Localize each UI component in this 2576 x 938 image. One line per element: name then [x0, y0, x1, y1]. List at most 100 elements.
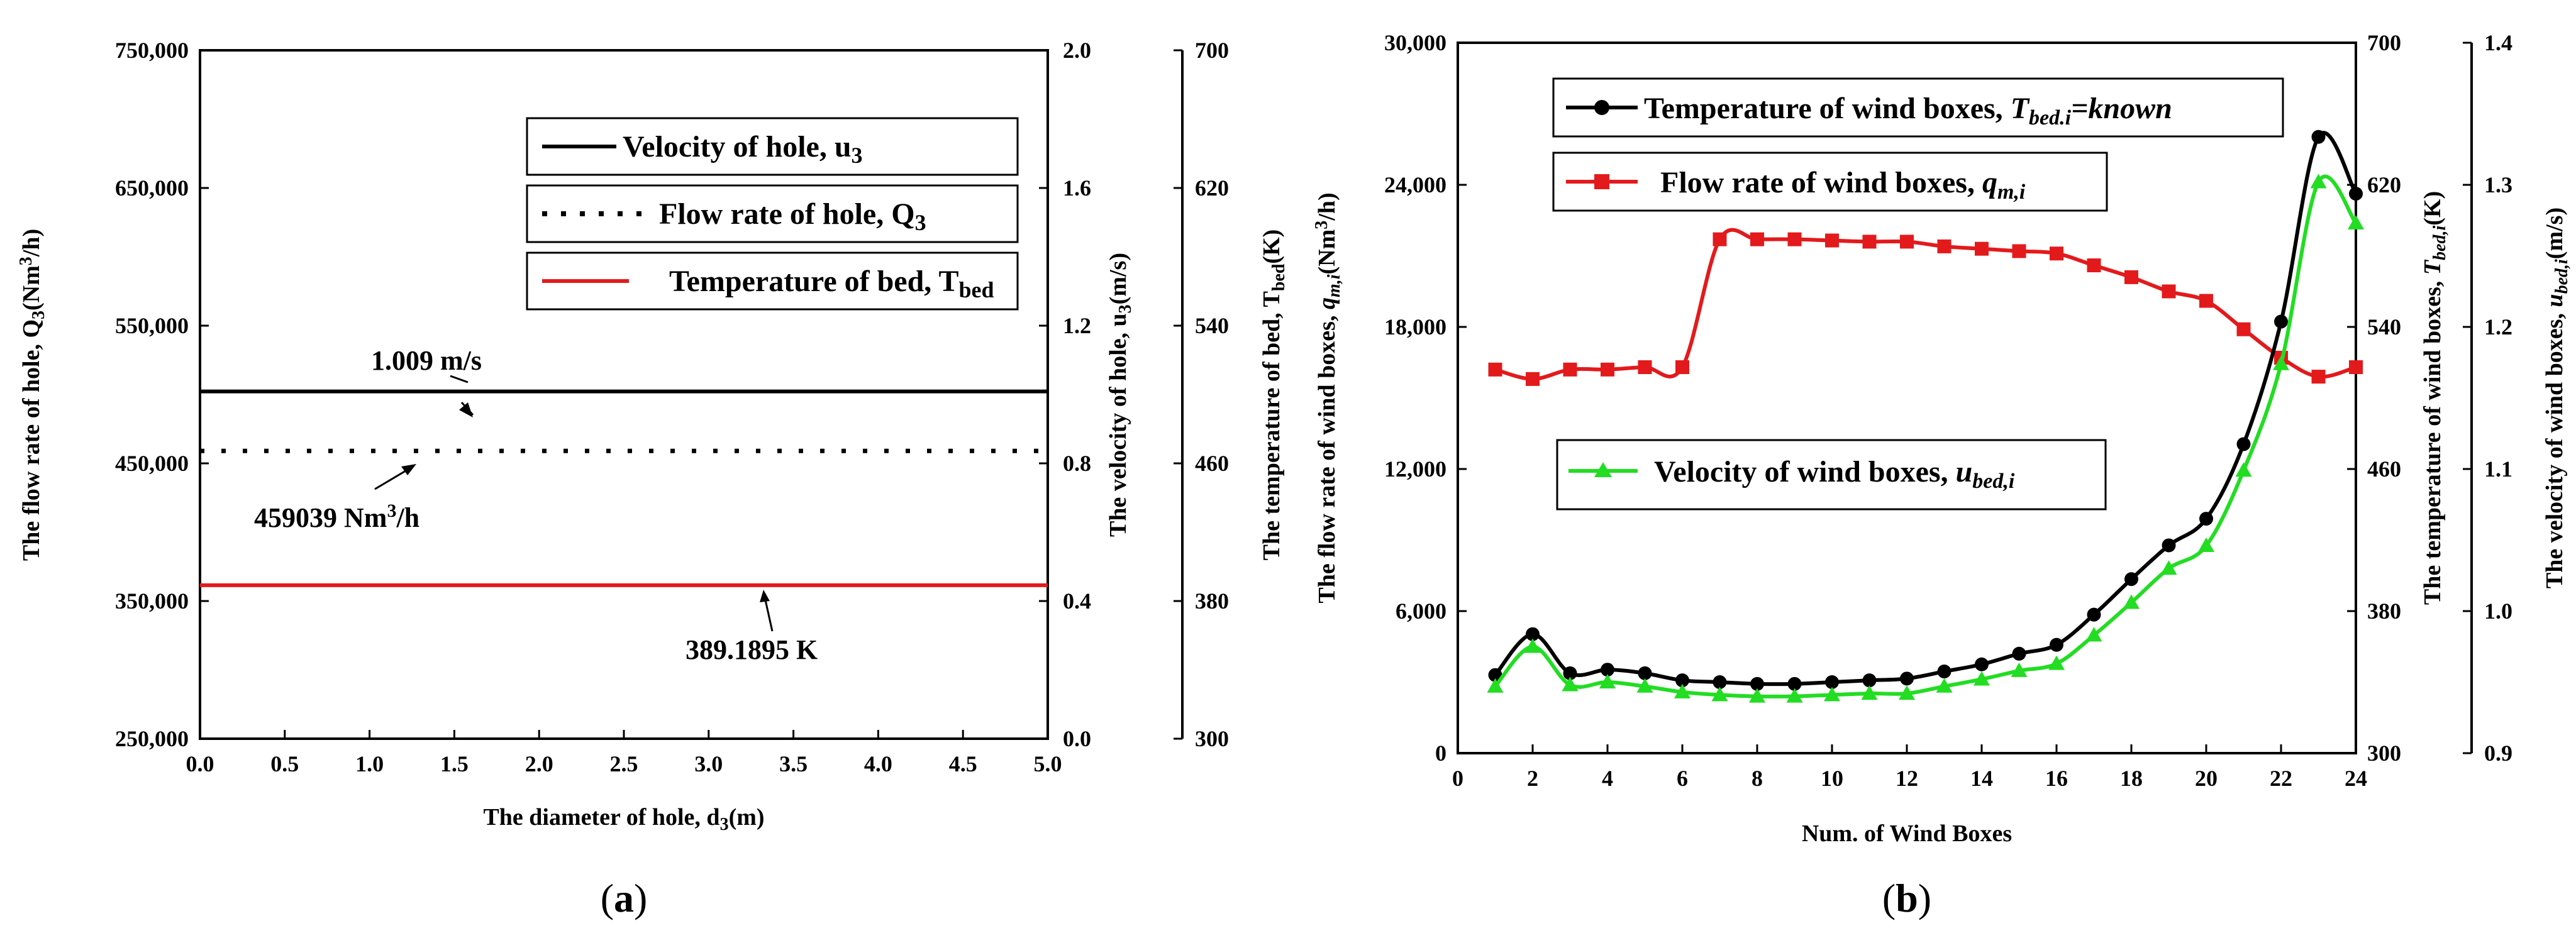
x-axis-title-a: The diameter of hole, d3(m) [483, 804, 764, 834]
panel-label-a: (a) [601, 876, 648, 920]
x-tick-label-b: 10 [1821, 766, 1843, 791]
annotation-temperature-a: 389.1895 K [686, 634, 818, 665]
x-tick-label-a: 0.0 [186, 751, 214, 776]
data-point-flow-b [1825, 233, 1839, 248]
data-point-flow-b [2012, 244, 2026, 258]
data-point-flow-b [1638, 360, 1652, 375]
legend-a: Velocity of hole, u3 Flow rate of hole, … [526, 117, 1019, 311]
x-tick-label-a: 3.5 [779, 751, 808, 776]
temperature-axis-title-a: The temperature of bed, Tbed(K) [1258, 229, 1289, 561]
annotation-velocity-a-arrowhead [459, 402, 473, 417]
legend-b-box-velocity [1556, 439, 2107, 510]
x-tick-label-b: 2 [1527, 766, 1538, 791]
data-point-velocity-b [2048, 655, 2065, 670]
y-tick-label-flow-a: 550,000 [115, 313, 189, 338]
data-point-temperature-b [1638, 666, 1652, 680]
y-tick-label-flow-b: 12,000 [1384, 456, 1446, 482]
data-point-velocity-b [1711, 687, 1728, 702]
data-point-temperature-b [1787, 676, 1802, 691]
x-tick-label-a: 2.5 [610, 751, 638, 776]
y-tick-label-velocity-a: 0.0 [1063, 726, 1091, 751]
y-tick-label-velocity-b: 0.9 [2484, 741, 2512, 766]
data-point-velocity-b [2011, 662, 2028, 677]
data-point-temperature-b [1862, 673, 1877, 688]
data-point-velocity-b [1524, 638, 1541, 653]
data-point-flow-b [1862, 234, 1877, 249]
data-point-flow-b [2236, 322, 2251, 336]
y-tick-label-velocity-a: 0.8 [1063, 451, 1091, 476]
data-point-velocity-b [1749, 688, 1765, 703]
data-point-velocity-b [1599, 674, 1616, 688]
data-point-temperature-b [1488, 668, 1502, 682]
data-point-velocity-b [2235, 462, 2252, 477]
data-point-temperature-b [1937, 665, 1951, 679]
y-tick-label-velocity-a: 0.4 [1063, 588, 1091, 614]
y-tick-label-temperature-b: 700 [2367, 30, 2401, 55]
y-tick-label-velocity-b: 1.2 [2484, 314, 2512, 339]
plot-area-b [1457, 41, 2357, 754]
data-point-temperature-b [1675, 673, 1689, 688]
x-tick-label-b: 18 [2120, 766, 2143, 791]
y-tick-label-flow-b: 18,000 [1384, 314, 1446, 339]
data-point-flow-b [1526, 372, 1540, 386]
series-group-b [1487, 130, 2364, 703]
y-tick-label-temperature-b: 380 [2367, 599, 2401, 624]
data-point-temperature-b [1825, 675, 1839, 689]
ticks-a: 0.0 0.5 1.0 1.5 2.0 2.5 3.0 3.5 4.0 4.5 5.0 250,000… [115, 38, 1229, 776]
y-tick-label-temperature-b: 540 [2367, 314, 2401, 339]
y-tick-label-velocity-b: 1.3 [2484, 172, 2512, 197]
data-point-temperature-b [2349, 187, 2363, 201]
data-point-flow-b [2087, 258, 2101, 273]
y-tick-label-temperature-a: 540 [1195, 313, 1229, 338]
flow-axis-title-a: The flow rate of hole, Q3(Nm3/h) [16, 229, 48, 561]
data-point-flow-b [1787, 232, 1802, 246]
ticks-b: 0 2 4 6 8 10 12 14 16 18 20 22 2406,00012,00018,0002… [1384, 30, 2512, 791]
annotation-temperature-a-arrowhead [760, 590, 770, 602]
legend-b-label-flow: Flow rate of wind boxes, qm,i [1660, 166, 2026, 204]
data-point-velocity-b [2310, 174, 2327, 189]
x-tick-label-b: 16 [2045, 766, 2068, 791]
y-tick-label-velocity-a: 2.0 [1063, 38, 1091, 63]
y-tick-label-temperature-a: 700 [1195, 38, 1229, 63]
x-tick-label-a: 5.0 [1034, 751, 1062, 776]
panel-a: 0.0 0.5 1.0 1.5 2.0 2.5 3.0 3.5 4.0 4.5 5.0 250,000… [16, 38, 1289, 920]
annotation-flow-a: 459039 Nm3/h [254, 500, 419, 533]
data-point-temperature-b [2124, 572, 2138, 587]
y-tick-label-temperature-a: 620 [1195, 175, 1229, 201]
data-point-velocity-b [1824, 687, 1840, 702]
data-point-temperature-b [1750, 676, 1764, 691]
series-line-b-flow [1494, 228, 2357, 381]
series-line-b-temperature [1494, 131, 2358, 687]
y-tick-label-temperature-b: 460 [2367, 456, 2401, 482]
legend-b-marker-temperature [1594, 100, 1609, 115]
x-tick-label-b: 14 [1970, 766, 1993, 791]
data-point-temperature-b [2162, 538, 2176, 553]
legend-b-box-temperature [1552, 77, 2284, 138]
legend-b-label-velocity: Velocity of wind boxes, ubed,i [1654, 455, 2015, 493]
velocity-axis-title-a: The velocity of hole, u3(m/s) [1105, 253, 1135, 537]
x-tick-label-a: 1.0 [355, 751, 384, 776]
x-tick-label-a: 3.0 [694, 751, 723, 776]
data-point-temperature-b [2199, 512, 2213, 526]
x-tick-label-b: 20 [2195, 766, 2218, 791]
y-tick-label-flow-a: 350,000 [115, 588, 189, 614]
y-tick-label-flow-b: 6,000 [1396, 599, 1446, 624]
y-tick-label-velocity-a: 1.2 [1063, 313, 1091, 338]
y-tick-label-flow-b: 24,000 [1384, 172, 1446, 197]
x-tick-label-a: 4.5 [949, 751, 977, 776]
x-tick-label-a: 2.0 [525, 751, 553, 776]
x-tick-label-b: 8 [1752, 766, 1763, 791]
data-point-temperature-b [1526, 627, 1540, 641]
x-tick-label-a: 1.5 [440, 751, 469, 776]
legend-a-label-temperature: Temperature of bed, Tbed [669, 265, 994, 302]
data-point-velocity-b [1636, 678, 1653, 693]
y-tick-label-velocity-b: 1.0 [2484, 599, 2512, 624]
data-point-temperature-b [2311, 130, 2326, 144]
y-tick-label-flow-a: 750,000 [115, 38, 189, 63]
y-tick-label-flow-a: 650,000 [115, 175, 189, 201]
y-tick-label-flow-a: 250,000 [115, 726, 189, 751]
y-tick-label-flow-b: 0 [1435, 741, 1446, 766]
y-tick-label-temperature-b: 300 [2367, 741, 2401, 766]
panel-label-b: (b) [1882, 876, 1931, 920]
data-point-velocity-b [2348, 215, 2364, 230]
